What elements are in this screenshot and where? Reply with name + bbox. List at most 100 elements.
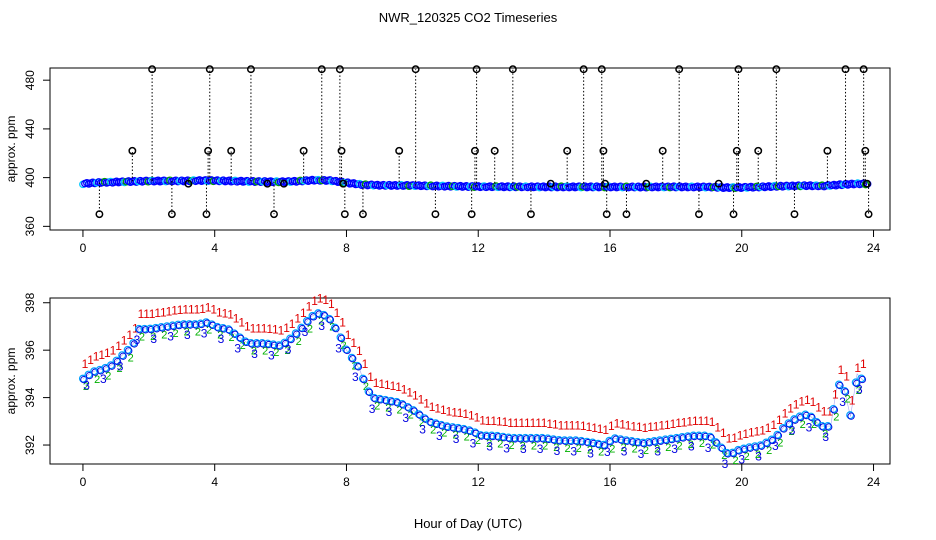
data-point	[330, 323, 339, 332]
data-point	[573, 437, 581, 445]
data-point	[442, 422, 451, 431]
data-point	[543, 434, 552, 443]
data-point	[612, 435, 620, 443]
marker-label-2: 2	[811, 419, 817, 431]
marker-label-2: 2	[128, 352, 134, 364]
marker-label-2: 2	[766, 445, 772, 457]
data-point	[858, 375, 866, 384]
data-point	[812, 417, 821, 426]
marker-label-3: 3	[369, 402, 376, 416]
marker-label-1: 1	[597, 422, 604, 436]
data-point	[118, 351, 127, 360]
data-point	[336, 333, 345, 342]
data-point	[857, 374, 866, 383]
bottom-y-axis-label: approx. ppm	[4, 348, 18, 415]
marker-label-3: 3	[688, 440, 695, 454]
marker-label-1: 1	[205, 301, 212, 315]
data-point	[657, 437, 665, 445]
data-point	[752, 443, 760, 451]
marker-label-2: 2	[284, 345, 290, 357]
marker-label-3: 3	[520, 442, 527, 456]
spike-point: 23.15, 489	[841, 65, 850, 74]
marker-label-1: 1	[350, 336, 357, 350]
marker-label-3: 3	[318, 319, 325, 333]
marker-label-2: 2	[710, 439, 716, 451]
marker-label-2: 2	[172, 328, 178, 340]
spike-point: 21.6, 370	[790, 210, 799, 219]
top-data-marks: 0.5, 370 1.5, 422 2.1, 489 2.7, 370 3.2, 395…	[79, 65, 873, 219]
data-point	[599, 440, 608, 449]
y-tick-label: 400	[23, 167, 37, 187]
data-point	[455, 425, 463, 433]
marker-label-1: 1	[188, 302, 195, 316]
marker-label-1: 1	[328, 297, 335, 311]
marker-label-1: 1	[194, 302, 201, 316]
marker-label-1: 1	[373, 376, 380, 390]
marker-label-3: 3	[134, 333, 141, 347]
data-point	[724, 450, 732, 458]
marker-label-2: 2	[139, 331, 145, 343]
marker-label-3: 3	[537, 442, 544, 456]
marker-label-2: 2	[486, 438, 492, 450]
marker-label-2: 2	[363, 381, 369, 393]
marker-label-1: 1	[670, 417, 677, 431]
data-point	[459, 424, 468, 433]
marker-label-1: 1	[602, 423, 609, 437]
data-point	[778, 424, 787, 433]
marker-label-1: 1	[653, 419, 660, 433]
marker-label-1: 1	[440, 403, 447, 417]
data-point	[399, 401, 407, 409]
marker-label-1: 1	[384, 378, 391, 392]
marker-label-3: 3	[470, 436, 477, 450]
data-point	[91, 368, 99, 376]
marker-label-1: 1	[776, 413, 783, 427]
data-point	[853, 379, 861, 388]
marker-label-1: 1	[395, 380, 402, 394]
x-tick-label: 16	[603, 475, 617, 489]
marker-label-1: 1	[154, 306, 161, 320]
data-point	[214, 324, 222, 332]
spike-point: 14.2, 395	[546, 179, 555, 188]
spike-point: 3.2, 395	[184, 179, 193, 188]
data-point	[483, 432, 491, 441]
data-point	[270, 341, 278, 350]
data-point	[549, 435, 558, 444]
data-point	[213, 322, 222, 331]
marker-label-1: 1	[541, 416, 548, 430]
marker-label-1: 1	[574, 419, 581, 433]
y-tick-label: 360	[23, 216, 37, 236]
marker-label-1: 1	[625, 419, 632, 433]
spike-point: 3.8, 422	[204, 146, 213, 155]
marker-label-1: 1	[457, 406, 464, 420]
marker-label-2: 2	[251, 346, 257, 358]
marker-label-3: 3	[201, 326, 208, 340]
y-tick-label: 480	[23, 70, 37, 90]
marker-label-2: 2	[744, 451, 750, 463]
data-point	[123, 345, 132, 354]
marker-label-3: 3	[419, 422, 426, 436]
data-point	[414, 410, 423, 419]
marker-label-2: 2	[408, 410, 414, 422]
marker-label-1: 1	[451, 405, 458, 419]
marker-label-2: 2	[856, 385, 862, 397]
spike-point: 1.5, 422	[128, 146, 137, 155]
data-point	[431, 419, 440, 428]
marker-label-1: 1	[709, 415, 716, 429]
marker-label-1: 1	[378, 377, 385, 391]
data-point	[280, 338, 289, 347]
data-point	[769, 436, 777, 445]
data-point	[489, 432, 497, 441]
top-panel: 0 4 8 12 16 20 24 360 400 440 480 approx. ppm 0.5…	[4, 65, 891, 255]
data-point	[263, 339, 272, 348]
data-point	[181, 321, 189, 329]
data-point	[349, 355, 357, 363]
x-tick-label: 16	[603, 241, 617, 255]
spike-point: 15.9, 370	[602, 210, 611, 219]
marker-label-1: 1	[479, 413, 486, 427]
y-tick-label: 440	[23, 119, 37, 139]
marker-label-1: 1	[810, 395, 817, 409]
marker-label-2: 2	[721, 450, 727, 462]
data-point	[589, 439, 598, 448]
data-point	[304, 318, 312, 326]
